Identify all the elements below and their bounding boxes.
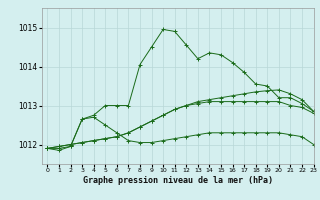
X-axis label: Graphe pression niveau de la mer (hPa): Graphe pression niveau de la mer (hPa) [83, 176, 273, 185]
